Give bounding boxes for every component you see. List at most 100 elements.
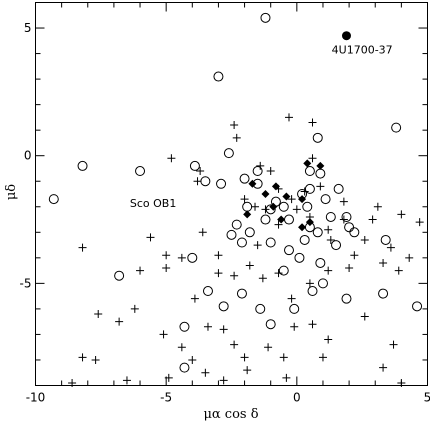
circle-point bbox=[304, 166, 315, 177]
circle-point bbox=[289, 303, 300, 314]
plus-point bbox=[94, 310, 103, 319]
circle-point bbox=[304, 183, 315, 194]
circle-point bbox=[135, 166, 146, 177]
plus-point bbox=[243, 366, 252, 375]
circle-point bbox=[242, 201, 253, 212]
plus-point bbox=[190, 294, 199, 303]
circle-point bbox=[226, 229, 237, 240]
circle-point bbox=[223, 148, 234, 159]
circle-point bbox=[315, 257, 326, 268]
data-points bbox=[48, 12, 424, 387]
plus-point bbox=[397, 210, 406, 219]
circle-point bbox=[252, 166, 263, 177]
plus-point bbox=[373, 202, 382, 211]
circle-point bbox=[187, 252, 198, 263]
plus-point bbox=[230, 271, 239, 280]
circle-point bbox=[179, 362, 190, 373]
circle-point bbox=[231, 219, 242, 230]
plus-point bbox=[245, 261, 254, 270]
circle-point bbox=[260, 12, 271, 23]
plus-point bbox=[198, 228, 207, 237]
circle-point bbox=[320, 194, 331, 205]
plus-point bbox=[78, 353, 87, 362]
plus-point bbox=[256, 161, 265, 170]
plus-point bbox=[300, 187, 309, 196]
plus-point bbox=[308, 154, 317, 163]
plus-point bbox=[214, 269, 223, 278]
circle-point bbox=[317, 278, 328, 289]
circle-point bbox=[283, 214, 294, 225]
plus-point bbox=[339, 215, 348, 224]
circle-point bbox=[299, 234, 310, 245]
plus-point bbox=[305, 279, 314, 288]
diamond-point bbox=[277, 215, 286, 224]
diamond-point bbox=[303, 159, 312, 168]
circle-point bbox=[307, 286, 318, 297]
circle-point bbox=[341, 211, 352, 222]
y-tick-label: 5 bbox=[24, 21, 32, 35]
plus-point bbox=[287, 294, 296, 303]
annotations: 4U1700-37 Sco OB1 bbox=[130, 44, 393, 210]
plus-point bbox=[292, 205, 301, 214]
annotation-label: Sco OB1 bbox=[130, 197, 176, 210]
plus-point bbox=[274, 269, 283, 278]
plus-point bbox=[290, 322, 299, 331]
plus-point bbox=[91, 355, 100, 364]
plus-point bbox=[318, 353, 327, 362]
plus-point bbox=[405, 253, 414, 262]
plus-point bbox=[68, 378, 77, 387]
circle-point bbox=[344, 222, 355, 233]
plus-point bbox=[394, 266, 403, 275]
plus-point bbox=[115, 317, 124, 326]
plus-point bbox=[177, 343, 186, 352]
plus-point bbox=[324, 266, 333, 275]
plus-point bbox=[188, 355, 197, 364]
circle-point bbox=[312, 132, 323, 143]
circle-point bbox=[114, 270, 125, 281]
circle-point bbox=[391, 122, 402, 133]
x-tick-label: -5 bbox=[160, 391, 172, 405]
circle-point bbox=[244, 227, 255, 238]
plus-point bbox=[159, 330, 168, 339]
diamond-point bbox=[248, 179, 257, 188]
plus-point bbox=[266, 167, 275, 176]
circle-point bbox=[236, 288, 247, 299]
plus-point bbox=[282, 373, 291, 382]
axis-ticks bbox=[35, 2, 428, 386]
circle-point bbox=[189, 160, 200, 171]
circle-point bbox=[202, 286, 213, 297]
circle-point bbox=[278, 265, 289, 276]
plus-point bbox=[368, 215, 377, 224]
circle-point bbox=[213, 71, 224, 82]
x-axis-label: μα cos δ bbox=[203, 407, 258, 422]
plus-point bbox=[122, 376, 131, 385]
plus-point bbox=[193, 177, 202, 186]
plus-point bbox=[379, 363, 388, 372]
plus-point bbox=[397, 378, 406, 387]
y-tick-label: 0 bbox=[24, 149, 32, 163]
circle-point bbox=[333, 183, 344, 194]
plus-point bbox=[203, 322, 212, 331]
plus-point bbox=[350, 251, 359, 260]
diamond-point bbox=[316, 161, 325, 170]
circle-point bbox=[302, 201, 313, 212]
plus-point bbox=[78, 243, 87, 252]
plus-point bbox=[415, 218, 424, 227]
plus-point bbox=[146, 233, 155, 242]
circle-point bbox=[378, 288, 389, 299]
plus-point bbox=[389, 340, 398, 349]
target-point bbox=[341, 31, 351, 41]
plus-point bbox=[287, 195, 296, 204]
plus-point bbox=[253, 241, 262, 250]
plus-point bbox=[261, 205, 270, 214]
circle-point bbox=[294, 252, 305, 263]
circle-point bbox=[412, 301, 423, 312]
plus-point bbox=[251, 202, 260, 211]
diamond-point bbox=[271, 182, 280, 191]
plus-point bbox=[196, 167, 205, 176]
tick-labels: -10 -5 0 5 -5 0 5 bbox=[20, 21, 430, 404]
circle-point bbox=[325, 211, 336, 222]
annotation-label: 4U1700-37 bbox=[332, 44, 393, 57]
plus-point bbox=[214, 251, 223, 260]
